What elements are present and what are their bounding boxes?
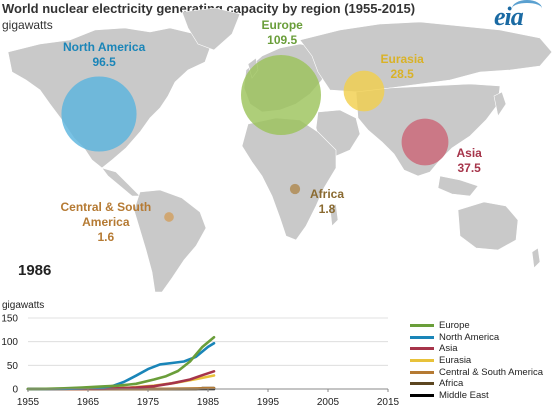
legend-swatch: [410, 359, 434, 363]
legend-swatch: [410, 347, 434, 351]
region-name: North America: [63, 40, 146, 54]
region-name: Africa: [310, 187, 345, 201]
legend-label: Central & South America: [439, 366, 544, 378]
line-chart-grid: [28, 317, 388, 390]
new-zealand-land: [531, 247, 541, 269]
legend-item-africa: Africa: [410, 378, 543, 390]
legend-label: Europe: [439, 320, 470, 332]
japan-land: [493, 91, 507, 117]
eia-logo: eia: [494, 2, 524, 31]
legend-swatch: [410, 382, 434, 386]
x-tick-label: 1965: [77, 397, 100, 408]
legend-label: Middle East: [439, 389, 489, 401]
south-america-land: [133, 189, 207, 293]
region-value: 96.5: [92, 55, 116, 69]
region-label-central-south-america: Central & South America 1.6: [61, 200, 152, 245]
region-name: Eurasia: [380, 52, 424, 66]
legend-item-asia: Asia: [410, 343, 543, 355]
legend-item-europe: Europe: [410, 320, 543, 332]
line-chart: gigawatts 0 50 100 150 1955 1965 1975 1985 1995 20…: [1, 300, 399, 408]
region-value: 37.5: [457, 161, 481, 175]
bubble-asia: [401, 118, 449, 166]
line-chart-legend: Europe North America Asia Eurasia Central & …: [410, 320, 543, 401]
units-label: gigawatts: [2, 18, 53, 32]
bubble-africa: [289, 183, 301, 195]
madagascar-land: [329, 203, 339, 227]
series-line-europe: [26, 335, 216, 391]
legend-label: Africa: [439, 378, 464, 390]
year-label: 1986: [18, 262, 52, 279]
x-tick-label: 2015: [377, 397, 400, 408]
logo-arc: [512, 0, 542, 17]
x-tick-label: 1995: [257, 397, 280, 408]
line-chart-axes: gigawatts 0 50 100 150 1955 1965 1975 1985 1995 20…: [1, 300, 399, 408]
legend-swatch: [410, 324, 434, 328]
bubble-north-america: [61, 76, 137, 152]
region-name: Europe: [261, 18, 303, 32]
region-value: 28.5: [390, 67, 414, 81]
central-america-land: [101, 167, 141, 197]
region-name: Central & South: [60, 200, 152, 214]
region-label-asia: Asia 37.5: [457, 146, 482, 176]
region-value: 109.5: [267, 33, 298, 47]
africa-land: [241, 117, 337, 241]
region-label-eurasia: Eurasia 28.5: [381, 52, 424, 82]
australia-land: [457, 201, 519, 251]
legend-label: Eurasia: [439, 355, 472, 367]
region-name: America: [82, 215, 130, 229]
region-name: Asia: [456, 146, 482, 160]
region-value: 1.8: [318, 202, 336, 216]
legend-item-middle-east: Middle East: [410, 390, 543, 402]
bubble-europe: [241, 55, 321, 135]
legend-swatch: [410, 370, 434, 374]
legend-item-central-south-america: Central & South America: [410, 366, 543, 378]
y-tick-label: 50: [7, 361, 19, 372]
southeast-asia-land: [437, 175, 479, 197]
x-tick-label: 2005: [317, 397, 340, 408]
bubble-eurasia: [343, 70, 385, 112]
line-chart-ylabel: gigawatts: [2, 300, 44, 311]
legend-label: Asia: [439, 343, 458, 355]
legend-item-north-america: North America: [410, 332, 543, 344]
region-label-north-america: North America 96.5: [63, 40, 145, 70]
legend-swatch: [410, 335, 434, 339]
legend-label: North America: [439, 331, 500, 343]
greenland-land: [181, 7, 241, 51]
x-tick-label: 1985: [197, 397, 220, 408]
y-tick-label: 150: [1, 314, 18, 325]
world-map: [7, 7, 553, 293]
legend-item-eurasia: Eurasia: [410, 355, 543, 367]
region-value: 1.6: [97, 230, 115, 244]
y-tick-label: 100: [1, 337, 18, 348]
region-label-africa: Africa 1.8: [310, 187, 344, 217]
x-tick-label: 1955: [17, 397, 40, 408]
bubbles-layer: [61, 55, 449, 222]
x-tick-label: 1975: [137, 397, 160, 408]
region-label-europe: Europe 109.5: [262, 18, 303, 48]
y-tick-label: 0: [12, 385, 18, 396]
legend-swatch: [410, 393, 434, 397]
eurasia-land: [299, 21, 553, 93]
line-chart-series: [26, 335, 216, 391]
bubble-central-south-america: [164, 212, 174, 222]
